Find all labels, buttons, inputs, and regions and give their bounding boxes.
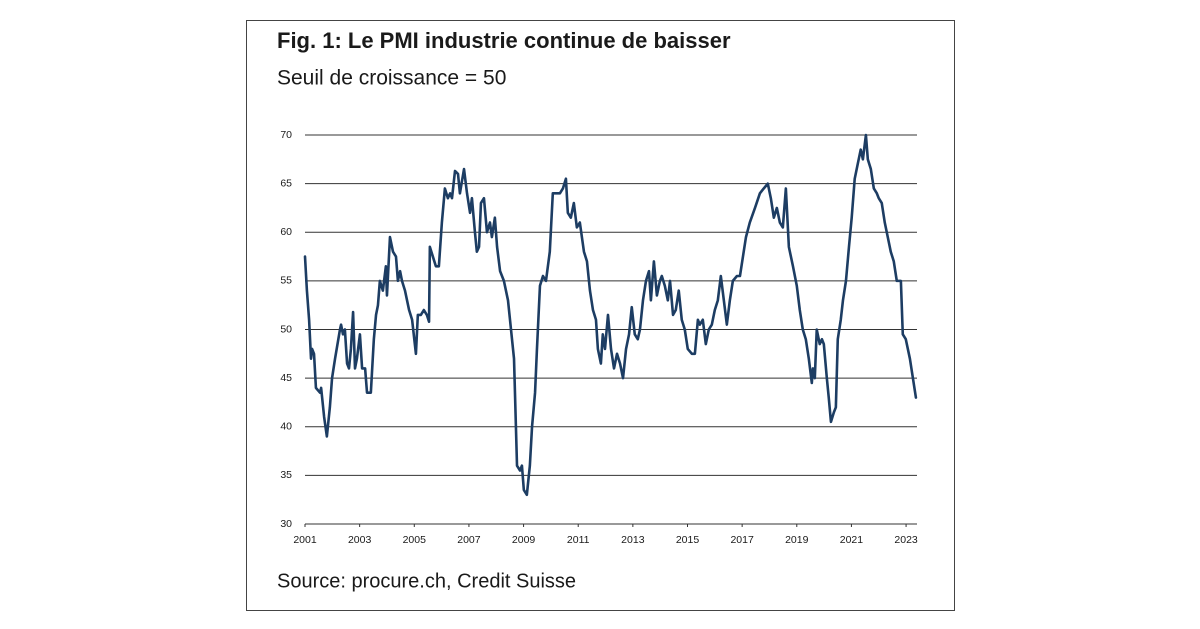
pmi-line [303,133,918,497]
x-tick-label: 2007 [457,534,481,546]
x-tick-label: 2001 [293,534,317,546]
source-note: Source: procure.ch, Credit Suisse [277,570,576,592]
y-tick-label: 60 [280,226,292,238]
chart-title: Fig. 1: Le PMI industrie continue de bai… [277,28,731,53]
x-tick-label: 2013 [621,534,645,546]
x-tick-label: 2019 [785,534,809,546]
y-tick-label: 40 [280,421,292,433]
x-tick-label: 2011 [567,534,590,546]
y-tick-label: 45 [280,372,292,384]
y-tick-label: 70 [280,129,292,141]
x-tick-label: 2003 [348,534,372,546]
x-tick-label: 2017 [730,534,754,546]
y-tick-label: 30 [280,518,292,530]
x-tick-label: 2021 [840,534,864,546]
y-tick-label: 35 [280,469,292,481]
chart-subtitle: Seuil de croissance = 50 [277,67,506,90]
y-tick-label: 55 [280,275,292,287]
x-tick-label: 2023 [894,534,918,546]
y-tick-label: 65 [280,177,292,189]
x-tick-label: 2005 [403,534,427,546]
x-tick-label: 2015 [676,534,700,546]
y-tick-label: 50 [280,323,292,335]
x-tick-label: 2009 [512,534,536,546]
frame [246,20,955,611]
